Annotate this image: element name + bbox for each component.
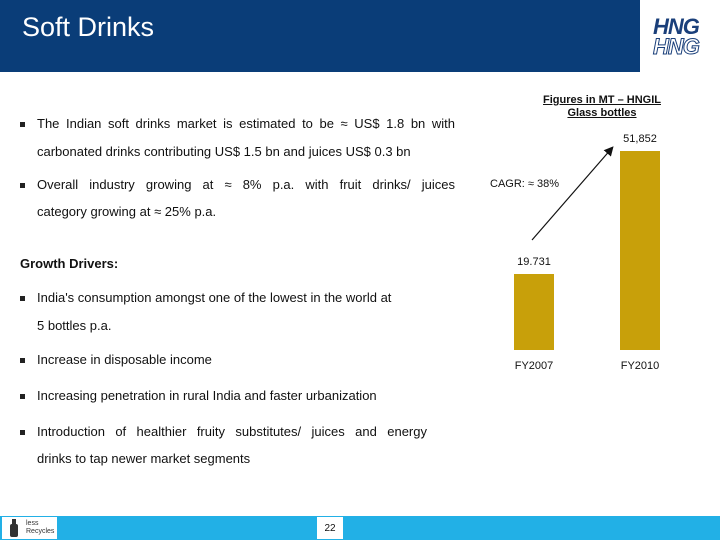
company-logo: HNG HNG: [641, 0, 720, 72]
bullet-text: Introduction of healthier fruity substit…: [37, 424, 427, 439]
bullet-icon: [20, 183, 25, 189]
logo-text-top: HNG: [653, 14, 700, 39]
recycle-text: less Recycles: [26, 520, 55, 535]
bullet-text: Increasing penetration in rural India an…: [37, 388, 377, 403]
bar-category-label: FY2010: [620, 360, 660, 372]
bar-value-label: 19.731: [517, 256, 551, 269]
bar-fy2010: [620, 151, 660, 350]
cagr-annotation: CAGR: ≈ 38%: [490, 178, 560, 190]
header-bar: Soft Drinks: [0, 0, 640, 72]
bullet-icon: [20, 358, 25, 364]
bullet-text-cont: category growing at ≈ 25% p.a.: [37, 204, 217, 219]
page-number: 22: [324, 523, 336, 534]
bullet-text: India's consumption amongst one of the l…: [37, 290, 392, 305]
bar-category-label: FY2007: [514, 360, 554, 372]
footer-bar: [0, 516, 720, 540]
chart-title: Figures in MT – HNGIL Glass bottles: [543, 94, 661, 119]
logo-text-bottom: HNG: [653, 34, 701, 60]
bullet-penetration: Increasing penetration in rural India an…: [20, 389, 377, 402]
bullet-substitutes: Introduction of healthier fruity substit…: [20, 425, 428, 438]
bottle-icon: [10, 519, 18, 537]
page-number-box: [317, 517, 343, 539]
bullet-consumption: India's consumption amongst one of the l…: [20, 291, 391, 304]
bar-value-label: 51,852: [623, 133, 657, 146]
bullet-text-cont: drinks to tap newer market segments: [37, 451, 251, 466]
bullet-income: Increase in disposable income: [20, 353, 212, 366]
bullet-market-size: The Indian soft drinks market is estimat…: [20, 117, 456, 130]
bar-fy2007: [514, 274, 554, 350]
bullet-text: Increase in disposable income: [37, 352, 212, 367]
growth-drivers-heading: Growth Drivers:: [20, 256, 119, 271]
bullet-text: Overall industry growing at ≈ 8% p.a. wi…: [37, 177, 455, 192]
bullet-industry-growth: Overall industry growing at ≈ 8% p.a. wi…: [20, 178, 456, 191]
bullet-text-cont: carbonated drinks contributing US$ 1.5 b…: [37, 144, 411, 159]
page-title: Soft Drinks: [22, 12, 155, 42]
bullet-icon: [20, 296, 25, 302]
bullet-icon: [20, 394, 25, 400]
bullet-text: The Indian soft drinks market is estimat…: [37, 116, 455, 131]
bullet-icon: [20, 122, 25, 128]
bullet-icon: [20, 430, 25, 436]
recycle-badge: less Recycles: [2, 517, 57, 539]
bullet-text-cont: 5 bottles p.a.: [37, 318, 112, 333]
